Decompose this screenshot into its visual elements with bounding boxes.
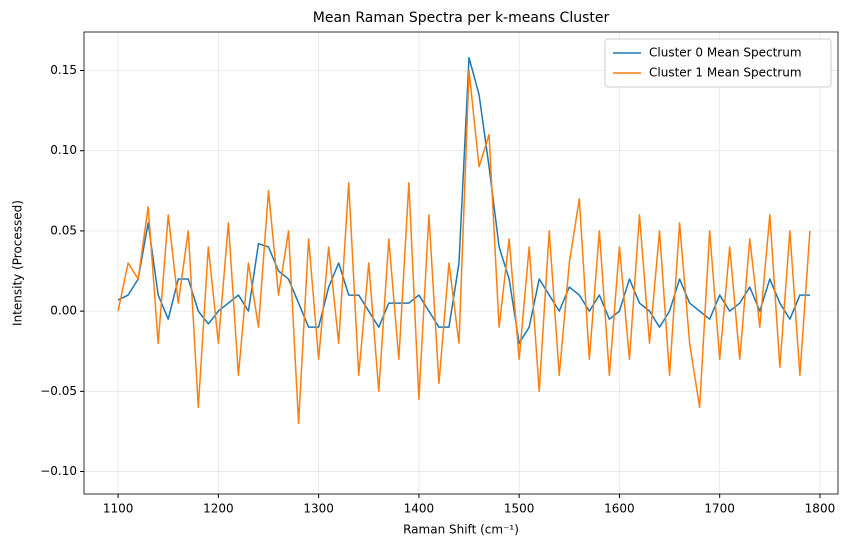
x-axis-label: Raman Shift (cm⁻¹) [403,523,519,537]
y-tick-label: −0.10 [40,464,77,478]
y-tick-label: 0.15 [50,63,77,77]
series-line [117,69,811,425]
legend-label: Cluster 0 Mean Spectrum [649,46,802,60]
legend: Cluster 0 Mean Spectrum Cluster 1 Mean Sp… [604,38,832,88]
chart-title: Mean Raman Spectra per k-means Cluster [313,10,610,26]
x-tick-label: 1200 [203,502,234,516]
x-tick-label: 1700 [704,502,735,516]
y-tick-label: −0.05 [40,384,77,398]
legend-label: Cluster 1 Mean Spectrum [649,66,802,80]
y-tick-label: 0.00 [50,304,77,318]
y-tick-label: 0.10 [50,143,77,157]
x-tick-label: 1500 [504,502,535,516]
x-tick-label: 1800 [805,502,836,516]
x-tick-label: 1600 [604,502,635,516]
x-tick-label: 1400 [404,502,435,516]
x-tick-label: 1100 [103,502,134,516]
x-tick-label: 1300 [303,502,334,516]
y-axis-label: Intensity (Processed) [11,200,25,326]
y-tick-label: 0.05 [50,223,77,237]
legend-box [604,38,832,88]
plot-frame [83,31,839,495]
